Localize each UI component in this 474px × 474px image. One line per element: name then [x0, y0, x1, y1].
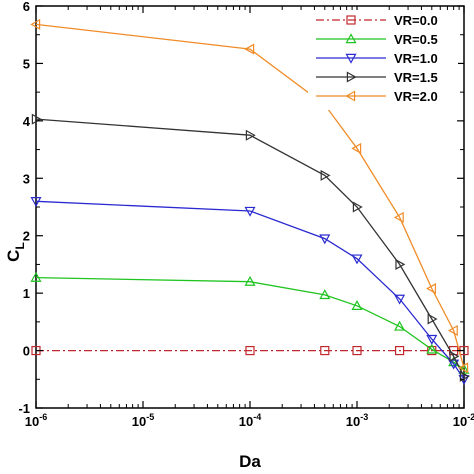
legend-label: VR=0.5: [394, 32, 438, 47]
series-VR=0.0: [31, 345, 469, 356]
data-point: [244, 43, 255, 55]
data-point: [394, 294, 406, 305]
x-tick-label-exp: -3: [360, 412, 368, 422]
data-point: [320, 345, 330, 356]
data-point: [395, 258, 406, 270]
data-point: [459, 370, 470, 382]
data-point: [30, 18, 41, 30]
legend-marker: [345, 33, 357, 44]
y-tick-label: 4: [23, 114, 31, 129]
data-point: [351, 142, 362, 154]
x-tick-label-exp: -2: [467, 412, 474, 422]
data-point: [245, 129, 256, 141]
series-line: [35, 118, 465, 377]
data-point: [449, 350, 460, 362]
data-point: [30, 271, 42, 282]
data-point: [427, 345, 437, 356]
data-point: [426, 343, 438, 354]
x-tick-label: 10-3: [346, 412, 368, 429]
data-point: [319, 234, 331, 245]
y-tick-label: 3: [23, 171, 30, 186]
y-tick-label: 2: [23, 229, 30, 244]
data-point: [319, 289, 331, 300]
legend-entry: VR=0.0: [316, 13, 438, 28]
series-VR=1.5: [31, 113, 470, 382]
legend-label: VR=2.0: [394, 89, 438, 104]
y-axis-label-main: C: [4, 250, 23, 262]
series-line: [35, 200, 465, 380]
data-point: [351, 300, 363, 310]
x-tick-label-base: 10: [239, 414, 253, 429]
data-point: [245, 345, 255, 356]
data-point: [448, 359, 460, 370]
x-axis-label: Da: [239, 452, 261, 471]
x-tick-label-base: 10: [25, 414, 39, 429]
data-point: [320, 169, 331, 181]
data-point: [244, 206, 256, 217]
legend-entry: VR=1.5: [316, 70, 438, 85]
data-point: [427, 313, 438, 325]
y-tick-label: 1: [23, 286, 30, 301]
x-tick-label: 10-4: [239, 412, 261, 429]
x-tick-label: 10-6: [25, 412, 47, 429]
legend-entry: VR=2.0: [316, 89, 438, 104]
legend-label: VR=1.0: [394, 51, 438, 66]
data-point: [394, 320, 406, 331]
legend-box: [308, 10, 458, 110]
data-point: [351, 254, 363, 265]
data-point: [426, 283, 436, 295]
legend-marker: [346, 71, 357, 83]
x-tick-label-exp: -6: [39, 412, 47, 422]
x-tick-label: 10-2: [453, 412, 474, 429]
legend-marker: [345, 90, 356, 102]
data-point: [447, 324, 458, 336]
x-tick-label: 10-5: [132, 412, 154, 429]
legend-marker: [345, 53, 357, 64]
data-point: [352, 201, 363, 213]
y-axis-label: CL: [4, 242, 27, 262]
legend-entry: VR=1.0: [316, 51, 438, 66]
series-line: [35, 23, 465, 368]
y-axis-label-sub: L: [13, 242, 27, 249]
series-VR=2.0: [30, 18, 469, 374]
legend: VR=0.0 VR=0.5 VR=1.0 VR=1.5 VR=2.0: [308, 10, 458, 110]
legend-marker: [346, 15, 356, 25]
legend-entry: VR=0.5: [316, 32, 438, 47]
legend-label: VR=1.5: [394, 70, 438, 85]
data-point: [352, 345, 362, 356]
y-tick-label: 5: [23, 56, 30, 71]
data-point: [244, 275, 256, 286]
x-tick-label-base: 10: [132, 414, 146, 429]
data-point: [393, 211, 404, 223]
x-tick-label-base: 10: [346, 414, 360, 429]
x-tick-label-exp: -4: [253, 412, 261, 422]
x-tick-label-exp: -5: [146, 412, 154, 422]
legend-label: VR=0.0: [394, 13, 438, 28]
series-VR=0.5: [30, 271, 470, 374]
y-tick-label: -1: [18, 401, 30, 416]
data-point: [394, 345, 405, 356]
y-tick-label: 6: [23, 0, 30, 14]
y-tick-label: 0: [23, 344, 30, 359]
series-layer: [30, 18, 470, 386]
data-point: [458, 362, 469, 374]
x-tick-label-base: 10: [453, 414, 467, 429]
data-point: [30, 197, 42, 207]
data-point: [426, 334, 438, 345]
